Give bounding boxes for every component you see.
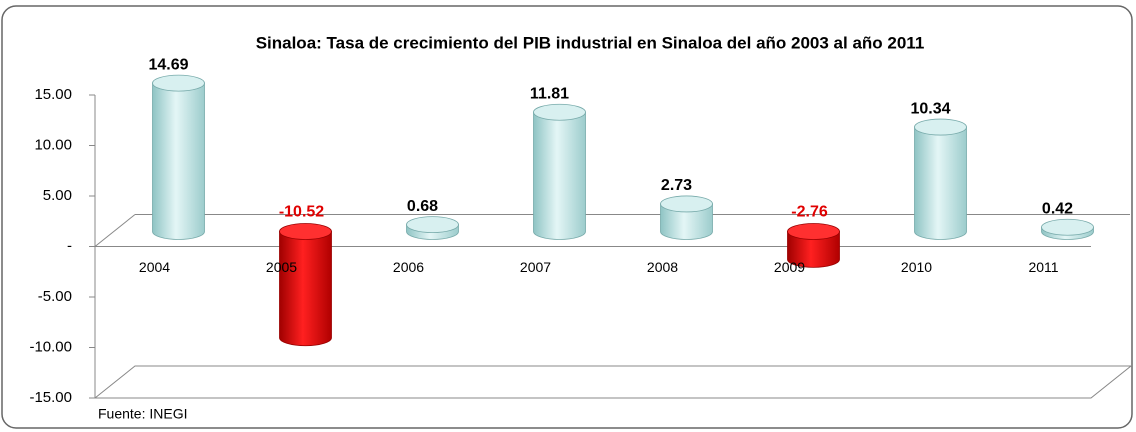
- x-tick-label: 2010: [901, 259, 932, 275]
- bar-top: [914, 118, 967, 136]
- value-label: 10.34: [910, 100, 950, 117]
- chart-title: Sinaloa: Tasa de crecimiento del PIB ind…: [256, 33, 925, 52]
- bar-body: [279, 231, 332, 347]
- y-tick-label: -5.00: [38, 288, 72, 305]
- bar-body: [152, 82, 205, 240]
- x-tick-label: 2008: [647, 259, 678, 275]
- bar-top: [787, 223, 840, 240]
- x-tick-label: 2007: [520, 259, 551, 275]
- bar-top: [406, 216, 459, 234]
- value-label: 0.68: [407, 198, 438, 215]
- bar-body: [787, 231, 840, 268]
- bar-body: [914, 126, 967, 240]
- x-tick-label: 2004: [139, 259, 170, 275]
- zero-depth: [94, 214, 136, 247]
- value-label: -2.76: [791, 204, 828, 221]
- bar-top: [279, 223, 332, 240]
- bar-top: [152, 74, 205, 92]
- value-label: 2.73: [661, 177, 692, 194]
- source-note: Fuente: INEGI: [98, 406, 187, 422]
- x-tick-label: 2009: [774, 259, 805, 275]
- bar-top: [533, 103, 586, 121]
- bar-body: [533, 111, 586, 240]
- y-tick-label: -10.00: [29, 338, 72, 355]
- value-label: -10.52: [279, 204, 324, 221]
- x-tick-label: 2011: [1028, 259, 1058, 275]
- y-tick-label: 15.00: [34, 86, 72, 103]
- value-label: 14.69: [148, 56, 188, 73]
- x-tick-label: 2005: [266, 259, 297, 275]
- y-tick-label: -15.00: [29, 389, 72, 406]
- y-tick-label: 10.00: [34, 136, 72, 153]
- x-tick-label: 2006: [393, 259, 424, 275]
- bar-top: [1041, 218, 1094, 236]
- floor: [93, 365, 1133, 399]
- y-tick-label: -: [67, 237, 72, 254]
- bar-top: [660, 195, 713, 213]
- value-label: 11.81: [530, 85, 569, 102]
- bar-body: [660, 203, 713, 240]
- value-label: 0.42: [1042, 200, 1073, 217]
- y-tick-label: 5.00: [43, 187, 72, 204]
